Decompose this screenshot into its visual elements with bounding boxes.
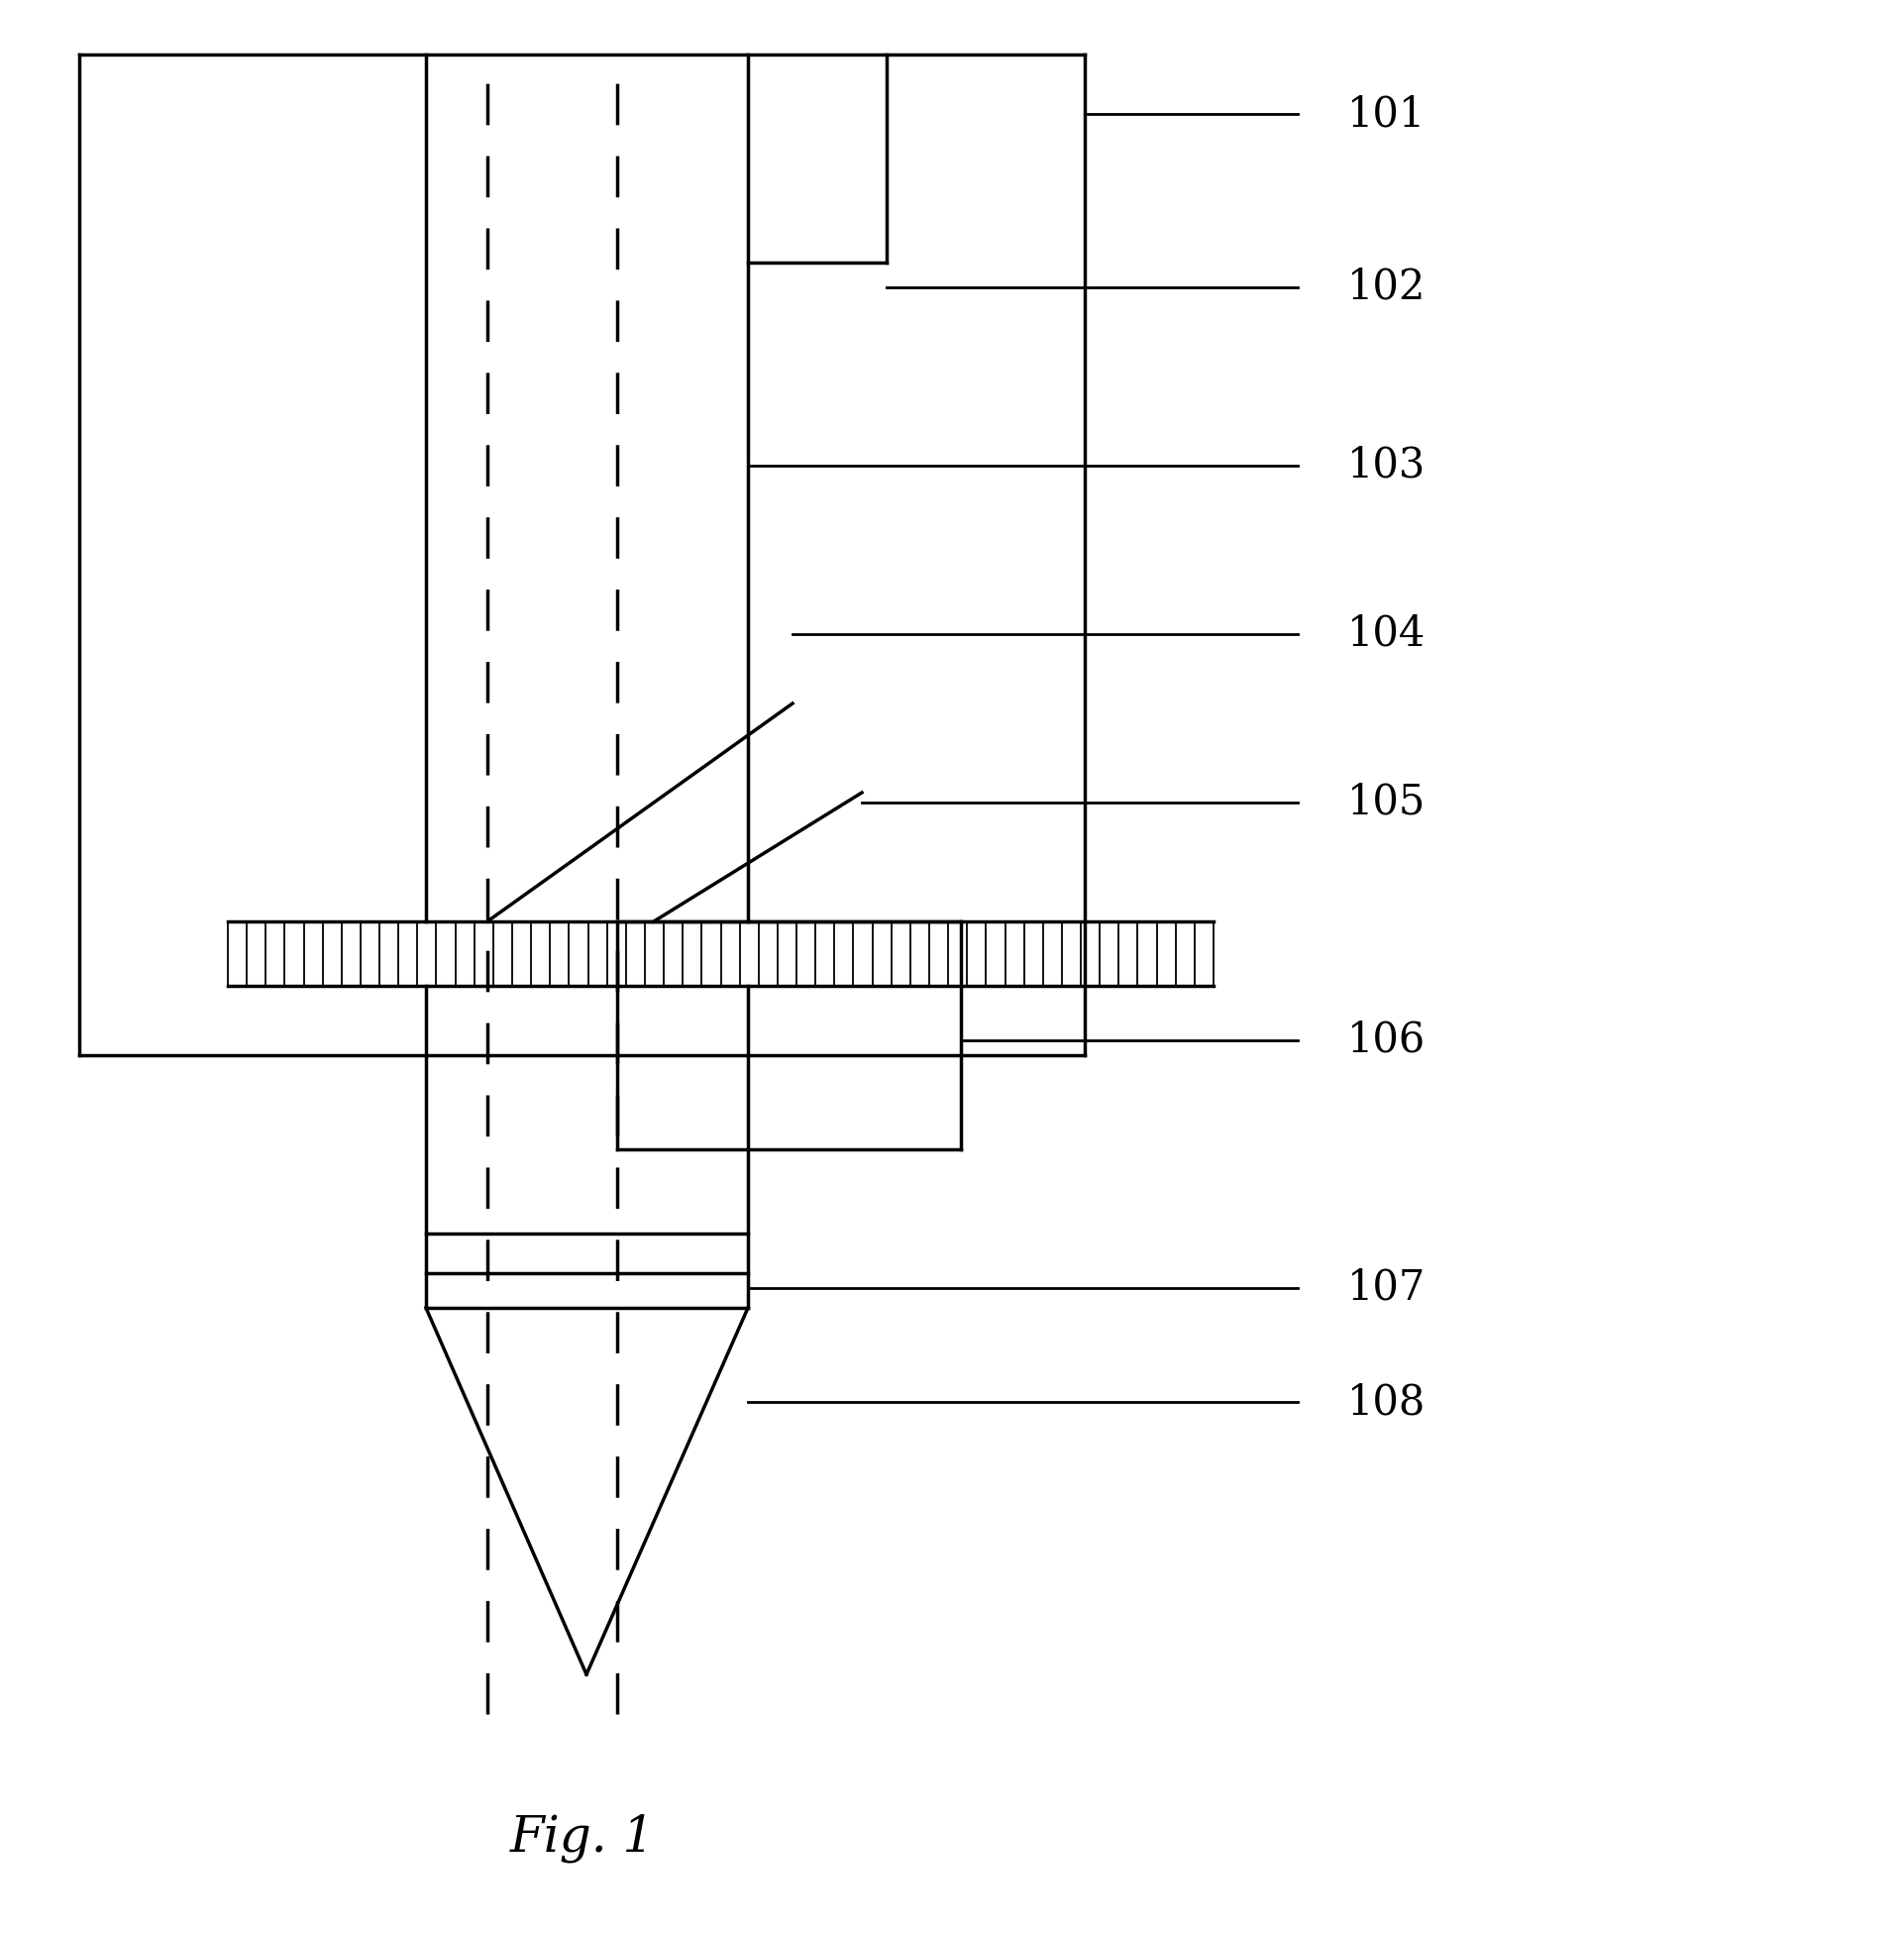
Text: 108: 108 — [1348, 1380, 1426, 1423]
Text: 107: 107 — [1348, 1268, 1426, 1309]
Text: 103: 103 — [1348, 445, 1426, 486]
Text: 104: 104 — [1348, 614, 1426, 654]
Text: 102: 102 — [1348, 267, 1426, 308]
Text: 101: 101 — [1348, 93, 1426, 136]
Text: Fig. 1: Fig. 1 — [510, 1814, 655, 1862]
Text: 106: 106 — [1348, 1020, 1426, 1061]
Text: 105: 105 — [1348, 782, 1426, 823]
